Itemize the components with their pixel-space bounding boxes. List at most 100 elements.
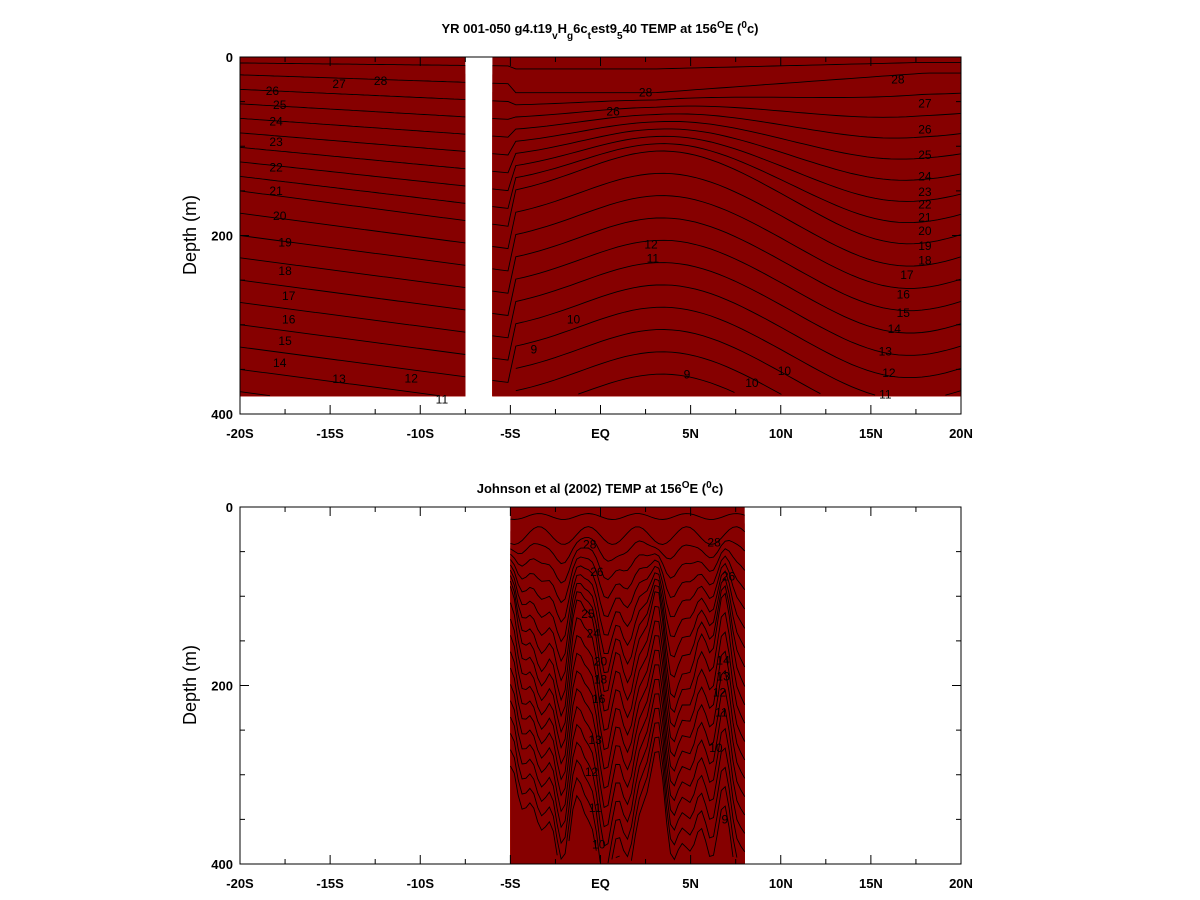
isotherm-line — [510, 513, 745, 520]
isotherm-label: 10 — [567, 312, 581, 326]
isotherm-line — [240, 103, 466, 118]
x-tick-label: -10S — [407, 876, 435, 891]
isotherm-label: 28 — [583, 538, 597, 552]
isotherm-line — [240, 279, 466, 311]
isotherm-line — [240, 88, 466, 101]
isotherm-label: 9 — [530, 343, 537, 357]
isotherm-label: 18 — [594, 672, 608, 686]
isotherm-line — [492, 135, 961, 202]
isotherm-line — [492, 92, 961, 106]
isotherm-labels: 28 28 26 26 25 24 20 18 16 14 13 12 11 10 13 12 11 10 9 — [581, 536, 735, 852]
isotherm-line — [492, 128, 961, 181]
isotherm-line — [492, 72, 961, 94]
isotherm-label: 26 — [590, 565, 604, 579]
isotherm-label: 16 — [592, 692, 606, 706]
isotherm-label: 26 — [606, 104, 620, 118]
isotherm-label: 17 — [900, 268, 914, 282]
y-tick-label: 400 — [211, 857, 233, 872]
temperature-field — [510, 507, 745, 864]
isotherm-label: 11 — [879, 387, 892, 401]
isotherm-line — [510, 751, 734, 861]
isotherm-label: 9 — [722, 812, 729, 826]
isotherm-line — [515, 351, 782, 395]
isotherm-line — [492, 262, 961, 356]
observed-temperature-panel: Johnson et al (2002) TEMP at 156OE (0c) … — [180, 480, 973, 892]
temperature-band — [510, 507, 745, 864]
isotherm-label: 10 — [745, 376, 759, 390]
isotherm-line — [492, 306, 961, 396]
x-axis-tick-labels: -20S -15S -10S -5S EQ 5N 10N 15N 20N — [226, 426, 973, 441]
y-axis-label: Depth (m) — [180, 645, 200, 725]
isotherm-label: 20 — [273, 209, 287, 223]
isotherm-line — [509, 736, 738, 863]
isotherm-line — [510, 555, 746, 604]
isotherm-label: 19 — [278, 236, 292, 250]
x-tick-label: -15S — [316, 876, 344, 891]
isotherm-line — [492, 217, 961, 312]
isotherm-line — [509, 602, 746, 718]
isotherm-label: 9 — [684, 368, 691, 382]
isotherm-line — [509, 635, 746, 751]
isotherm-label: 11 — [647, 252, 660, 266]
isotherm-line — [240, 132, 466, 152]
isotherm-label: 10 — [709, 741, 723, 755]
isotherm-lines — [509, 513, 746, 863]
isotherm-label: 19 — [918, 239, 932, 253]
y-axis-label: Depth (m) — [180, 195, 200, 275]
isotherm-label: 25 — [581, 607, 595, 621]
isotherm-line — [509, 693, 746, 828]
isotherm-label: 14 — [888, 322, 902, 336]
isotherm-label: 21 — [918, 211, 932, 225]
isotherm-label: 25 — [273, 98, 287, 112]
isotherm-label: 28 — [707, 536, 721, 550]
isotherm-line — [492, 284, 961, 379]
isotherm-label: 20 — [918, 224, 932, 238]
isotherm-line — [510, 536, 746, 565]
isotherm-line — [240, 324, 466, 355]
isotherm-label: 10 — [778, 364, 792, 378]
isotherm-line — [492, 61, 961, 70]
isotherm-line — [240, 212, 466, 244]
isotherm-label: 23 — [269, 135, 283, 149]
axis-ticks — [239, 506, 962, 865]
x-tick-label: -5S — [500, 876, 521, 891]
y-tick-label: 200 — [211, 229, 233, 244]
isotherm-line — [509, 707, 746, 847]
model-panel-title: YR 001-050 g4.t19vHg6ctest9540 TEMP at 1… — [442, 20, 759, 42]
isotherm-line — [240, 368, 440, 397]
isotherm-label: 22 — [918, 197, 932, 211]
isotherm-line — [240, 74, 466, 83]
isotherm-line — [240, 146, 466, 170]
isotherm-label: 16 — [897, 287, 911, 301]
isotherm-lines — [240, 61, 961, 397]
isotherm-label: 26 — [722, 570, 736, 584]
isotherm-label: 13 — [588, 733, 602, 747]
isotherm-label: 24 — [587, 627, 601, 641]
x-tick-label: 10N — [769, 876, 793, 891]
x-tick-label: 10N — [769, 426, 793, 441]
isotherm-label: 28 — [639, 86, 653, 100]
isotherm-label: 10 — [592, 837, 606, 851]
y-tick-label: 0 — [226, 50, 233, 65]
temperature-band — [492, 57, 961, 397]
isotherm-label: 18 — [278, 264, 292, 278]
isotherm-line — [240, 346, 466, 378]
isotherm-line — [240, 161, 466, 187]
isotherm-line — [492, 150, 961, 245]
isotherm-line — [492, 120, 961, 160]
isotherm-label: 26 — [266, 84, 280, 98]
isotherm-line — [510, 547, 746, 584]
isotherm-label: 28 — [374, 74, 388, 88]
isotherm-label: 13 — [879, 345, 893, 359]
x-tick-label: 5N — [682, 876, 699, 891]
isotherm-line — [578, 373, 735, 395]
observed-panel-title: Johnson et al (2002) TEMP at 156OE (0c) — [477, 480, 723, 497]
x-tick-label: -15S — [316, 426, 344, 441]
isotherm-line — [492, 195, 961, 289]
isotherm-label: 27 — [918, 96, 932, 110]
y-tick-label: 0 — [226, 500, 233, 515]
isotherm-line — [240, 235, 466, 266]
y-tick-label: 400 — [211, 407, 233, 422]
isotherm-label: 12 — [713, 686, 727, 700]
